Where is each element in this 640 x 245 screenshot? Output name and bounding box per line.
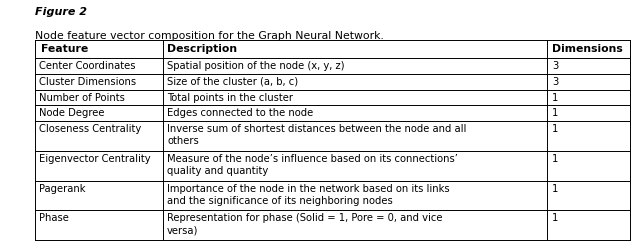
Text: Cluster Dimensions: Cluster Dimensions: [39, 77, 136, 87]
Text: Measure of the node’s influence based on its connections’: Measure of the node’s influence based on…: [167, 154, 458, 164]
Text: Figure 2: Figure 2: [35, 7, 87, 17]
Text: others: others: [167, 136, 199, 146]
Text: Closeness Centrality: Closeness Centrality: [39, 124, 141, 134]
Text: Number of Points: Number of Points: [39, 93, 125, 103]
Text: 3: 3: [552, 61, 559, 71]
Text: Representation for phase (Solid = 1, Pore = 0, and vice: Representation for phase (Solid = 1, Por…: [167, 213, 442, 223]
Text: 1: 1: [552, 93, 559, 103]
Text: Node Degree: Node Degree: [39, 108, 104, 118]
Text: 1: 1: [552, 213, 559, 223]
Text: 1: 1: [552, 154, 559, 164]
Text: quality and quantity: quality and quantity: [167, 166, 268, 176]
Text: Spatial position of the node (x, y, z): Spatial position of the node (x, y, z): [167, 61, 344, 71]
Text: Phase: Phase: [39, 213, 69, 223]
Text: Eigenvector Centrality: Eigenvector Centrality: [39, 154, 150, 164]
Text: and the significance of its neighboring nodes: and the significance of its neighboring …: [167, 196, 393, 206]
Text: 1: 1: [552, 124, 559, 134]
Text: 1: 1: [552, 184, 559, 194]
Text: Node feature vector composition for the Graph Neural Network.: Node feature vector composition for the …: [35, 31, 384, 41]
Text: Pagerank: Pagerank: [39, 184, 86, 194]
Text: 1: 1: [552, 108, 559, 118]
Text: Inverse sum of shortest distances between the node and all: Inverse sum of shortest distances betwee…: [167, 124, 467, 134]
Text: Edges connected to the node: Edges connected to the node: [167, 108, 313, 118]
Text: Center Coordinates: Center Coordinates: [39, 61, 136, 71]
Text: Description: Description: [167, 44, 237, 54]
Text: 3: 3: [552, 77, 559, 87]
Text: versa): versa): [167, 225, 198, 235]
Text: Size of the cluster (a, b, c): Size of the cluster (a, b, c): [167, 77, 298, 87]
Text: Dimensions: Dimensions: [552, 44, 623, 54]
Text: Total points in the cluster: Total points in the cluster: [167, 93, 293, 103]
Text: Feature: Feature: [42, 44, 88, 54]
Text: Importance of the node in the network based on its links: Importance of the node in the network ba…: [167, 184, 450, 194]
